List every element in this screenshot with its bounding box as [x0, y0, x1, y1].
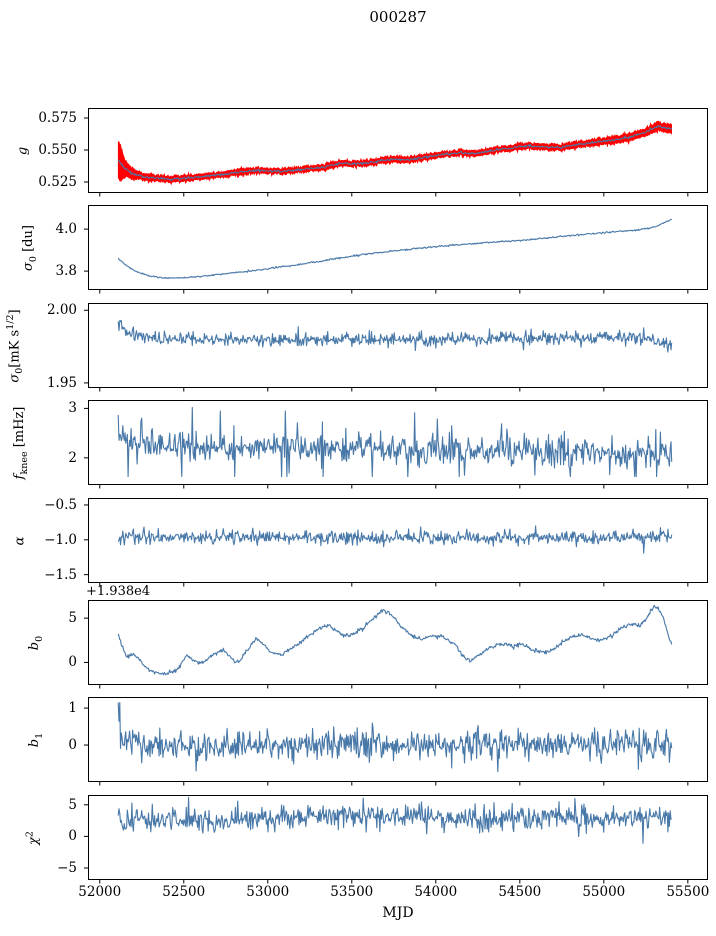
y-tick-label: 3: [68, 400, 77, 417]
x-tick-label: 52500: [162, 884, 206, 900]
ylabel-alpha: α: [12, 536, 28, 545]
panel-sigma0-du-data: [117, 218, 673, 280]
y-tick-label: 5: [68, 610, 77, 627]
panel-fknee-data: [117, 406, 673, 478]
panel-border: [88, 205, 708, 290]
y-tick-label: 0.575: [38, 109, 77, 126]
y-tick-label: 0.525: [38, 173, 77, 190]
x-axis-label: MJD: [382, 905, 414, 921]
y-tick-label: 0: [68, 654, 77, 671]
panel-border: [88, 303, 708, 388]
y-tick-label: 2.00: [46, 302, 77, 319]
panel-alpha-data: [117, 525, 673, 554]
panel-g-plot: [84, 108, 708, 197]
data-line: [117, 701, 673, 773]
panel-b0-data: [117, 604, 673, 676]
data-line: [117, 124, 673, 182]
panel-fknee-plot: [84, 400, 708, 489]
panel-sigma0-mK-plot: [84, 303, 708, 392]
axis-offset-text: +1.938e4: [86, 584, 151, 599]
data-line: [117, 796, 672, 844]
data-line: [117, 525, 673, 554]
data-line: [117, 604, 673, 676]
data-line: [117, 319, 673, 353]
panel-chi2-data: [117, 796, 672, 844]
figure-title: 000287: [369, 8, 427, 26]
y-tick-label: 0: [68, 737, 77, 754]
x-tick-label: 54000: [414, 884, 458, 900]
panel-alpha-plot: [84, 498, 708, 587]
ylabel-chi2: χ2: [24, 830, 42, 845]
panel-g-data: [117, 120, 673, 186]
y-tick-label: 5: [68, 796, 77, 813]
panel-border: [88, 795, 708, 880]
y-tick-label: 0: [68, 828, 77, 845]
y-tick-label: −1.0: [44, 531, 77, 548]
x-tick-label: 55000: [582, 884, 626, 900]
panel-sigma0-du-plot: [84, 205, 708, 294]
y-tick-label: 3.8: [55, 263, 77, 280]
data-line: [117, 406, 673, 478]
data-line: [117, 218, 673, 280]
panel-b1-data: [117, 701, 673, 773]
y-tick-label: −1.5: [44, 566, 77, 583]
ylabel-sigma0-mK: σ0[mK s1/2]: [5, 308, 25, 383]
panel-sigma0-mK-data: [117, 319, 673, 353]
x-tick-label: 52000: [78, 884, 122, 900]
x-tick-label: 55500: [666, 884, 710, 900]
panel-border: [88, 498, 708, 583]
y-tick-label: 1.95: [46, 374, 77, 391]
x-tick-label: 54500: [498, 884, 542, 900]
y-tick-label: 1: [68, 700, 77, 717]
panel-b1-plot: [84, 697, 708, 786]
panel-border: [88, 697, 708, 782]
y-tick-label: 0.550: [38, 141, 77, 158]
panel-chi2-plot: [84, 795, 708, 884]
panel-border: [88, 400, 708, 485]
panel-border: [88, 600, 708, 685]
y-tick-label: 4.0: [55, 221, 77, 238]
x-tick-label: 53000: [246, 884, 290, 900]
ylabel-b0: b0: [27, 635, 45, 650]
y-tick-label: −0.5: [44, 496, 77, 513]
ylabel-b1: b1: [27, 732, 45, 747]
y-tick-label: −5: [57, 859, 77, 876]
panel-border: [88, 108, 708, 193]
ylabel-sigma0-du: σ0 [du]: [21, 224, 39, 271]
y-tick-label: 2: [68, 449, 77, 466]
ylabel-g: g: [15, 146, 31, 155]
error-band: [117, 120, 673, 186]
x-tick-label: 53500: [330, 884, 374, 900]
panel-b0-plot: [84, 600, 708, 689]
ylabel-fknee: fknee [mHz]: [12, 406, 30, 479]
